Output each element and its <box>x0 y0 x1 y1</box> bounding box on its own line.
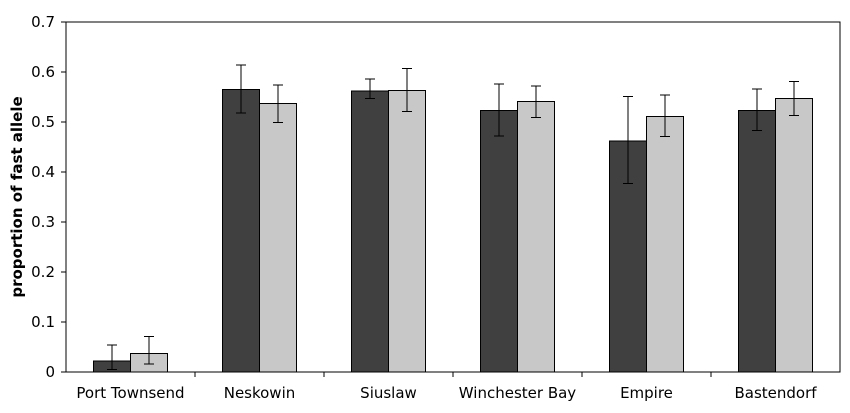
y-tick-label: 0.5 <box>31 113 55 131</box>
x-category-label: Siuslaw <box>360 384 417 402</box>
y-tick-label: 0.3 <box>31 213 55 231</box>
y-tick-label: 0.2 <box>31 263 55 281</box>
y-tick-label: 0.7 <box>31 13 55 31</box>
y-tick-label: 0 <box>45 363 55 381</box>
bar-series1-siuslaw <box>351 90 389 373</box>
bar-series2-empire <box>646 116 684 373</box>
bar-series1-winchester-bay <box>480 110 518 373</box>
x-axis-labels: Port Townsend Neskowin Siuslaw Winchester B… <box>76 372 817 402</box>
bar-series2-siuslaw <box>388 90 426 373</box>
x-category-label: Neskowin <box>224 384 296 402</box>
bars <box>93 89 813 373</box>
bar-series2-winchester-bay <box>517 101 555 373</box>
plot-area-frame <box>65 21 841 373</box>
x-category-label: Empire <box>620 384 673 402</box>
error-bars <box>107 64 799 370</box>
x-category-label: Winchester Bay <box>459 384 577 402</box>
bar-series1-bastendorf <box>738 110 776 373</box>
y-axis-ticks: 0 0.1 0.2 0.3 0.4 0.5 0.6 0.7 <box>31 13 66 381</box>
x-category-label: Bastendorf <box>734 384 817 402</box>
y-tick-label: 0.1 <box>31 313 55 331</box>
y-axis-title: proportion of fast allele <box>8 96 26 297</box>
bar-series1-neskowin <box>222 89 260 373</box>
y-tick-label: 0.6 <box>31 63 55 81</box>
x-category-label: Port Townsend <box>76 384 184 402</box>
bar-series2-bastendorf <box>775 98 813 373</box>
y-tick-label: 0.4 <box>31 163 55 181</box>
bar-series2-neskowin <box>259 103 297 373</box>
